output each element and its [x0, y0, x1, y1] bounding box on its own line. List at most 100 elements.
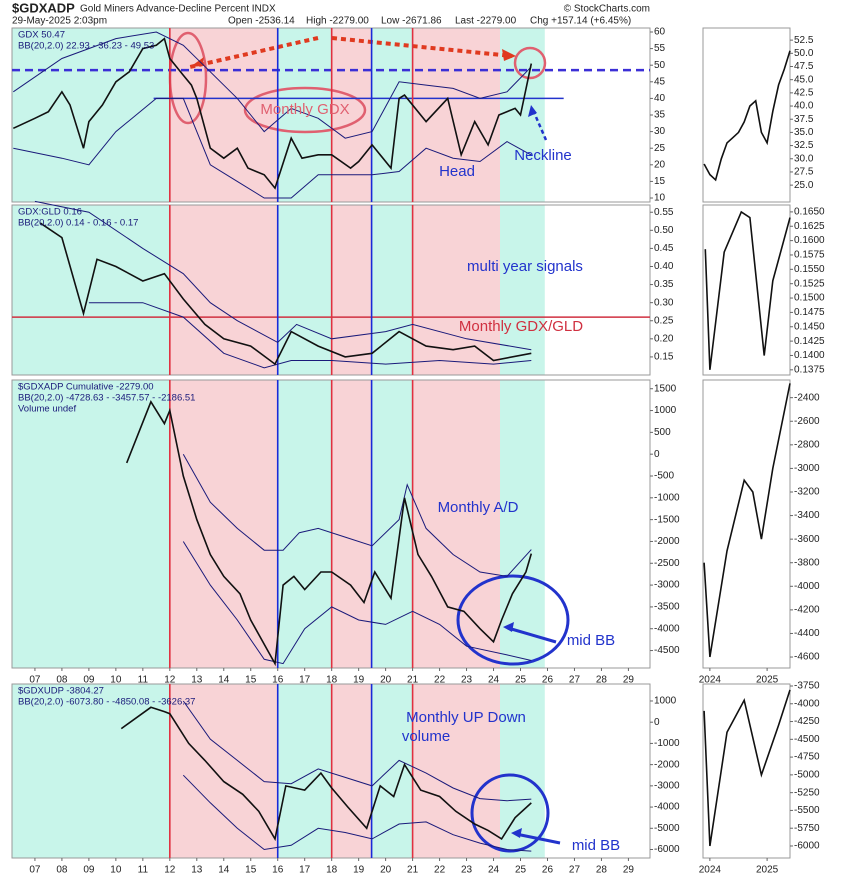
y-tick-label: -4200 [794, 605, 820, 616]
y-tick-label: 30.0 [794, 153, 814, 164]
x-tick-label: 13 [191, 675, 203, 686]
x-tick-label: 26 [542, 675, 554, 686]
y-tick-label: 0.1550 [794, 264, 825, 275]
open: Open -2536.14 [228, 16, 295, 27]
shaded-region [169, 380, 278, 668]
x-tick-label: 07 [29, 675, 41, 686]
y-tick-label: 0.1425 [794, 336, 825, 347]
y-tick-label: 1000 [654, 405, 677, 416]
x-tick-label: 20 [380, 675, 392, 686]
series-line [88, 302, 532, 369]
x-tick-label: 12 [164, 865, 176, 876]
legend-entry: GDX:GLD 0.16 [18, 207, 82, 218]
y-tick-label: 52.5 [794, 35, 814, 46]
arrow [331, 36, 513, 58]
y-tick-label: -3750 [794, 681, 820, 692]
x-tick-label: 11 [138, 865, 149, 876]
x-tick-label: 22 [434, 865, 446, 876]
x-tick-label: 14 [218, 865, 230, 876]
y-tick-label: -3800 [794, 557, 820, 568]
y-tick-label: 0 [654, 717, 660, 728]
y-tick-label: 0.35 [654, 279, 674, 290]
panel-frame [702, 27, 791, 203]
x-tick-label: 21 [407, 675, 419, 686]
x-tick-label: 09 [83, 865, 95, 876]
shaded-region [331, 205, 372, 375]
y-tick-label: 32.5 [794, 140, 814, 151]
y-tick-label: -6000 [794, 841, 820, 852]
x-tick-label: 20 [380, 865, 392, 876]
y-tick-label: 55 [654, 43, 666, 54]
x-tick-label: 2024 [699, 865, 722, 876]
y-tick-label: -1000 [654, 738, 680, 749]
shaded-region [169, 205, 278, 375]
y-tick-label: -3400 [794, 510, 820, 521]
x-tick-label: 28 [596, 865, 608, 876]
x-tick-label: 11 [138, 675, 149, 686]
y-tick-label: 0.1500 [794, 293, 825, 304]
series-line [39, 222, 532, 366]
x-tick-label: 10 [110, 865, 122, 876]
y-tick-label: 60 [654, 27, 666, 38]
y-tick-label: 47.5 [794, 61, 814, 72]
y-tick-label: 0.1375 [794, 364, 825, 375]
y-tick-label: 0.50 [654, 225, 674, 236]
y-tick-label: -500 [654, 471, 674, 482]
x-tick-label: 24 [488, 865, 500, 876]
x-tick-label: 25 [515, 675, 527, 686]
legend-entry: BB(20,2.0) -4728.63 - -3457.57 - -2186.5… [18, 393, 195, 404]
highlight-circle [456, 574, 570, 666]
y-tick-label: 0.55 [654, 207, 674, 218]
series-line [703, 383, 791, 658]
x-tick-label: 14 [218, 675, 230, 686]
legend-entry: BB(20,2.0) 0.14 - 0.16 - 0.17 [18, 218, 138, 229]
credit: © StockCharts.com [564, 4, 650, 15]
y-tick-label: 45 [654, 76, 666, 87]
y-tick-label: 40 [654, 93, 666, 104]
y-tick-label: -5000 [654, 823, 680, 834]
y-tick-label: -1500 [654, 514, 680, 525]
shaded-region [371, 205, 413, 375]
y-tick-label: -4500 [654, 645, 680, 656]
shaded-region [412, 380, 501, 668]
symbol: $GDXADP [12, 0, 75, 15]
shaded-region [500, 380, 545, 668]
y-tick-label: -6000 [654, 844, 680, 855]
shaded-region [412, 28, 501, 202]
y-tick-label: -4000 [794, 698, 820, 709]
y-tick-label: 0.1525 [794, 278, 825, 289]
shaded-region [371, 28, 413, 202]
legend-entry: BB(20,2.0) -6073.80 - -4850.08 - -3626.3… [18, 697, 195, 708]
annotation: Monthly GDX [260, 101, 349, 118]
y-tick-label: 500 [654, 427, 671, 438]
series-line [182, 774, 532, 852]
y-tick-label: 0 [654, 449, 660, 460]
x-tick-label: 15 [245, 675, 257, 686]
series-line [12, 37, 533, 190]
x-tick-label: 27 [569, 675, 581, 686]
series-line [704, 210, 791, 370]
y-tick-label: -3000 [794, 463, 820, 474]
shaded-region [277, 380, 332, 668]
arrow [507, 626, 557, 644]
y-tick-label: 0.20 [654, 333, 674, 344]
y-tick-label: -5500 [794, 805, 820, 816]
y-tick-label: -5000 [794, 770, 820, 781]
panel-frame [702, 379, 791, 669]
y-tick-label: 1500 [654, 383, 677, 394]
y-tick-label: 20 [654, 159, 666, 170]
x-tick-label: 2025 [756, 675, 779, 686]
y-tick-label: 25 [654, 143, 666, 154]
x-tick-label: 09 [83, 675, 95, 686]
series-line [120, 706, 532, 842]
series-line [182, 453, 532, 577]
x-tick-label: 23 [461, 675, 473, 686]
arrow [189, 36, 319, 69]
y-tick-label: -4750 [794, 752, 820, 763]
y-tick-label: 0.30 [654, 297, 674, 308]
series-line [703, 689, 791, 847]
arrow [531, 109, 548, 141]
x-tick-label: 15 [245, 865, 257, 876]
x-tick-label: 13 [191, 865, 203, 876]
change: Chg +157.14 (+6.45%) [530, 16, 631, 27]
